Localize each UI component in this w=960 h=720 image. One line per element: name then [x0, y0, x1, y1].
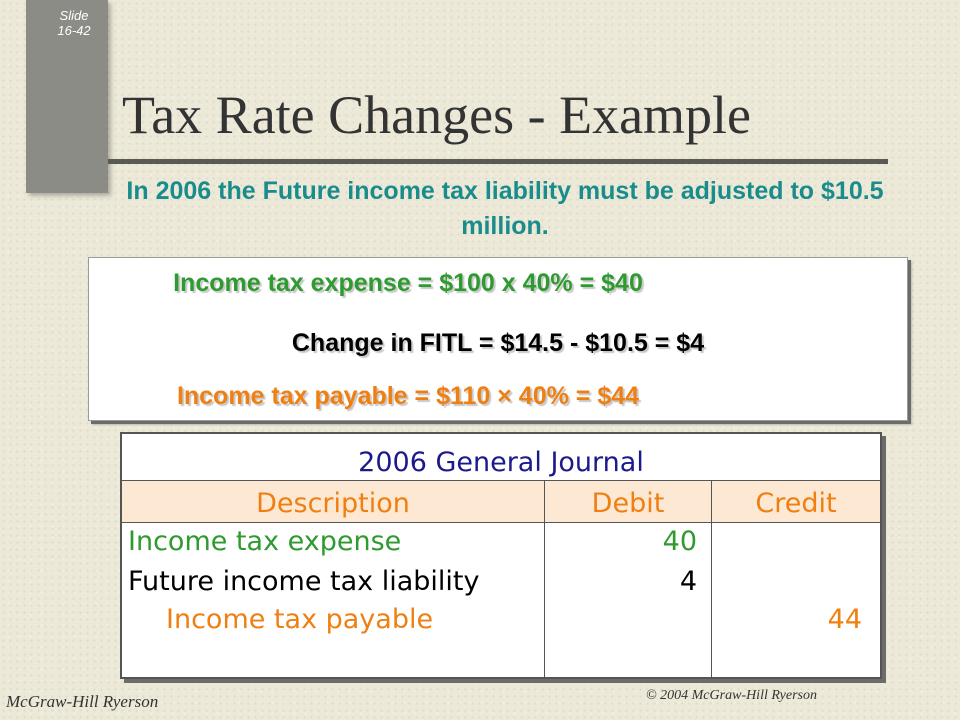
equation-income-tax-payable: Income tax payable = $110 × 40% = $44 [176, 382, 640, 410]
row-2-description: Future income tax liability [128, 566, 480, 597]
equation-box: Income tax expense = $100 x 40% = $40 Ch… [88, 257, 908, 421]
general-journal-table: 2006 General Journal Description Debit C… [120, 432, 882, 679]
row-1-debit: 40 [662, 526, 697, 557]
header-description: Description [256, 488, 410, 519]
slide-title: Tax Rate Changes - Example [122, 85, 752, 145]
equation-change-in-fitl: Change in FITL = $14.5 - $10.5 = $4 [291, 329, 705, 357]
row-3-description: Income tax payable [166, 604, 434, 635]
column-divider-1 [544, 481, 545, 677]
column-divider-2 [711, 481, 712, 677]
slide-label: Slide [59, 8, 89, 23]
row-1-description: Income tax expense [128, 526, 402, 557]
slide-number-value: 16-42 [57, 23, 91, 38]
header-credit: Credit [755, 488, 837, 519]
journal-header-row: Description Debit Credit [122, 481, 880, 523]
slide-number: Slide 16-42 [44, 8, 104, 38]
footer-copyright: © 2004 McGraw-Hill Ryerson [646, 688, 817, 703]
slide-tab [26, 0, 108, 193]
journal-title: 2006 General Journal [122, 434, 880, 481]
header-debit: Debit [591, 488, 665, 519]
row-3-credit: 44 [827, 604, 862, 635]
equation-income-tax-expense: Income tax expense = $100 x 40% = $40 [173, 269, 643, 297]
slide-subtitle: In 2006 the Future income tax liability … [126, 177, 884, 240]
title-underline [108, 159, 888, 164]
footer-publisher: McGraw-Hill Ryerson [6, 692, 159, 711]
row-2-debit: 4 [679, 566, 697, 597]
